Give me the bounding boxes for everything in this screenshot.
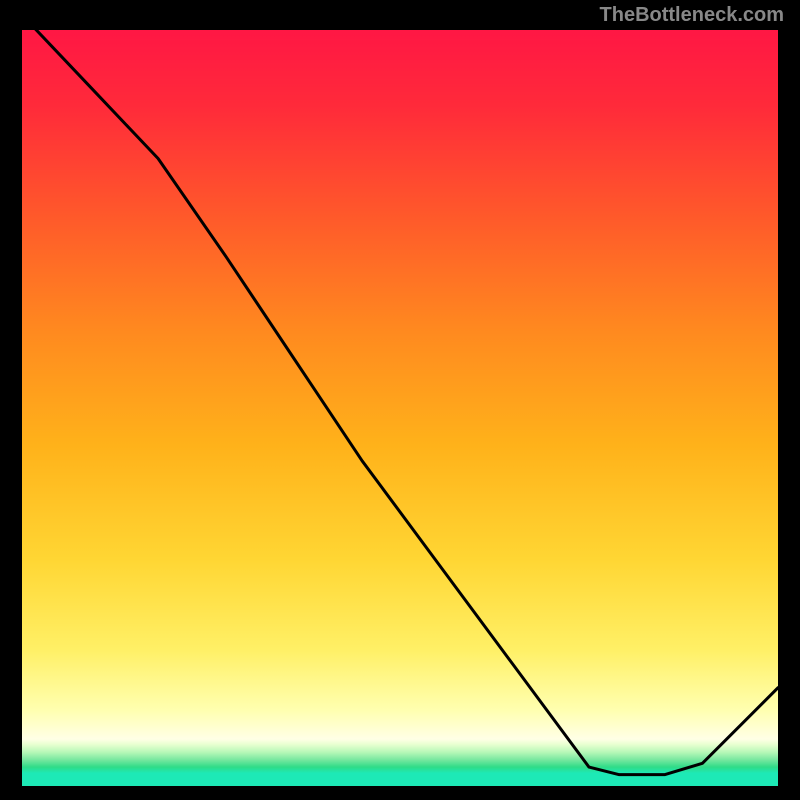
plot-area bbox=[22, 30, 778, 786]
gradient-background bbox=[22, 30, 778, 786]
watermark-text: TheBottleneck.com bbox=[600, 4, 784, 27]
chart-container: TheBottleneck.com bbox=[0, 0, 800, 800]
